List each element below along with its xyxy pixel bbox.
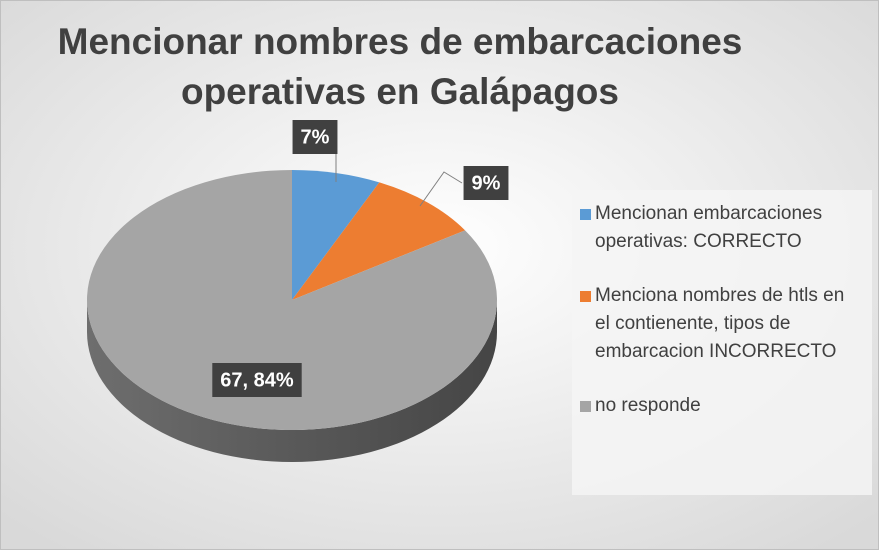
pie-slice	[292, 170, 380, 300]
legend-entry: Menciona nombres de htls en el contienen…	[580, 282, 864, 366]
pie-slice	[87, 170, 498, 430]
pie-slice	[292, 182, 466, 300]
legend-swatch	[580, 209, 591, 220]
data-label: 67, 84%	[220, 369, 294, 391]
legend-label: Menciona nombres de htls en el contienen…	[595, 285, 845, 362]
legend-label: Mencionan embarcaciones operativas: CORR…	[595, 203, 823, 252]
legend-swatch	[580, 401, 591, 412]
data-label: 7%	[301, 126, 330, 148]
data-label: 9%	[472, 172, 501, 194]
data-label-box	[463, 166, 509, 200]
legend-entry: Mencionan embarcaciones operativas: CORR…	[580, 200, 864, 256]
legend: Mencionan embarcaciones operativas: CORR…	[572, 190, 872, 495]
data-label-box	[212, 363, 302, 397]
chart-title: operativas en Galápagos	[181, 71, 619, 112]
legend-label: no responde	[595, 395, 701, 416]
legend-entry: no responde	[580, 392, 864, 420]
pie-side	[87, 300, 497, 462]
data-label-box	[292, 120, 338, 154]
leader-line	[419, 171, 463, 207]
legend-swatch	[580, 291, 591, 302]
chart-title: Mencionar nombres de embarcaciones	[58, 21, 743, 62]
